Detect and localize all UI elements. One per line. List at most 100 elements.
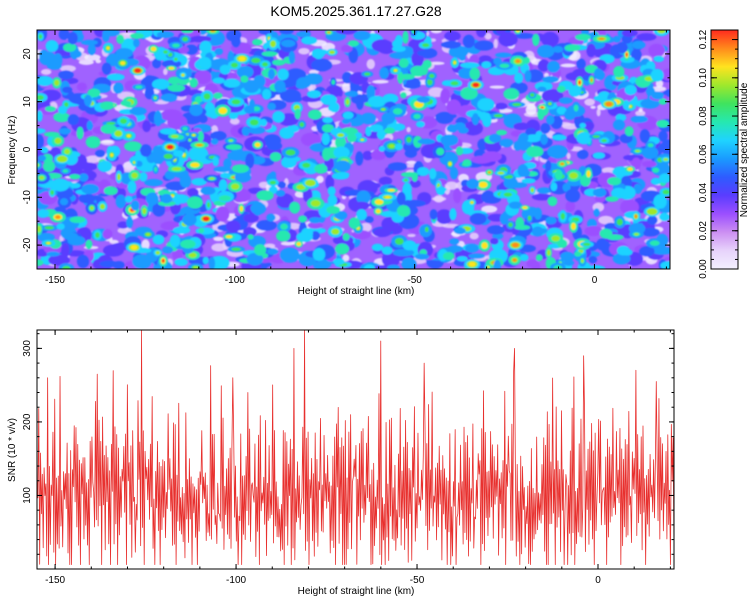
heatmap-cell [462, 34, 475, 49]
heatmap-cell [371, 39, 393, 53]
spectrogram-x-tick-label: 0 [592, 275, 598, 286]
heatmap-cell [37, 259, 44, 267]
heatmap-cell [584, 225, 603, 237]
heatmap-cell [184, 44, 198, 55]
heatmap-cell [59, 198, 69, 206]
heatmap-cell [169, 234, 181, 248]
heatmap-cell [152, 234, 165, 245]
heatmap-cell [512, 258, 517, 262]
heatmap-cell [333, 146, 350, 159]
heatmap-cell [94, 149, 106, 158]
heatmap-cell [62, 169, 69, 173]
heatmap-cell [622, 99, 630, 110]
heatmap-cell [250, 202, 267, 215]
snr-y-axis-label: SNR (10 * v/v) [7, 418, 18, 482]
heatmap-cell [78, 193, 96, 204]
heatmap-cell [547, 144, 568, 159]
heatmap-cell [106, 73, 125, 81]
heatmap-cell [634, 214, 638, 219]
heatmap-cell [466, 178, 480, 189]
heatmap-cell [99, 101, 114, 111]
heatmap-cell [163, 153, 173, 159]
heatmap-cell [610, 187, 627, 199]
heatmap-cell [129, 32, 144, 39]
heatmap-cell [647, 143, 654, 148]
heatmap-cell [272, 59, 286, 66]
heatmap-trough [406, 127, 411, 133]
heatmap-cell [620, 199, 640, 215]
heatmap-cell [531, 261, 541, 269]
heatmap-cell [308, 217, 322, 224]
heatmap-cell [440, 134, 459, 146]
heatmap-cell [404, 148, 418, 158]
heatmap-cell [296, 241, 302, 247]
heatmap-cell [417, 50, 430, 57]
heatmap-cell [440, 88, 451, 104]
heatmap-cell [46, 242, 51, 245]
heatmap-cell [190, 162, 200, 168]
heatmap-cell [652, 167, 660, 173]
heatmap-cell [370, 265, 393, 269]
heatmap-cell [64, 148, 70, 155]
heatmap-cell [53, 53, 63, 68]
heatmap-cell [526, 145, 544, 158]
heatmap-cell [497, 171, 505, 175]
heatmap-cell [414, 253, 430, 260]
heatmap-cell [314, 163, 328, 174]
heatmap-cell [416, 96, 431, 103]
heatmap-cell [547, 196, 558, 207]
heatmap-cell [479, 111, 488, 121]
heatmap-cell [660, 139, 670, 155]
heatmap-cell [342, 111, 354, 120]
heatmap-cell [226, 220, 241, 233]
heatmap-cell [168, 66, 175, 70]
heatmap-cell [300, 132, 321, 147]
heatmap-cell [416, 166, 430, 177]
heatmap-cell [188, 138, 191, 142]
heatmap-cell [518, 132, 529, 143]
heatmap-cell [225, 235, 233, 239]
heatmap-cell [245, 153, 255, 169]
heatmap-trough [560, 63, 576, 68]
colorbar-tick-label: 0.04 [698, 182, 709, 202]
heatmap-cell [270, 40, 277, 48]
heatmap-cell [276, 193, 294, 209]
heatmap-cell [266, 213, 276, 222]
heatmap-cell [616, 42, 628, 54]
heatmap-cell [371, 243, 384, 252]
spectrogram-y-tick-label: -10 [22, 190, 33, 205]
heatmap-cell [379, 67, 389, 79]
heatmap-cell [61, 243, 70, 258]
heatmap-cell [596, 238, 610, 251]
heatmap-cell [135, 85, 143, 89]
heatmap-cell [541, 31, 559, 47]
heatmap-cell [355, 94, 364, 110]
heatmap-cell [240, 75, 249, 83]
heatmap-cell [62, 86, 73, 94]
heatmap-cell [503, 192, 513, 197]
heatmap-cell [203, 93, 211, 100]
heatmap-cell [310, 199, 321, 207]
heatmap-cell [84, 94, 92, 107]
heatmap-cell [450, 81, 459, 86]
heatmap-cell [214, 48, 223, 56]
heatmap-cell [601, 138, 607, 143]
heatmap-cell [627, 167, 633, 171]
heatmap-trough [493, 38, 498, 49]
heatmap-cell [583, 121, 595, 131]
heatmap-cell [446, 99, 462, 115]
heatmap-cell [145, 192, 159, 206]
heatmap-cell [326, 205, 341, 214]
heatmap-cell [478, 55, 492, 63]
heatmap-cell [554, 169, 563, 181]
heatmap-cell [503, 88, 520, 100]
heatmap-cell [547, 60, 560, 73]
heatmap-cell [360, 138, 364, 141]
heatmap-cell [427, 78, 433, 86]
heatmap-cell [576, 58, 586, 70]
heatmap-cell [189, 103, 203, 117]
heatmap-cell [460, 62, 480, 69]
heatmap-cell [106, 46, 110, 50]
heatmap-cell [586, 170, 591, 178]
heatmap-cell [493, 114, 503, 118]
